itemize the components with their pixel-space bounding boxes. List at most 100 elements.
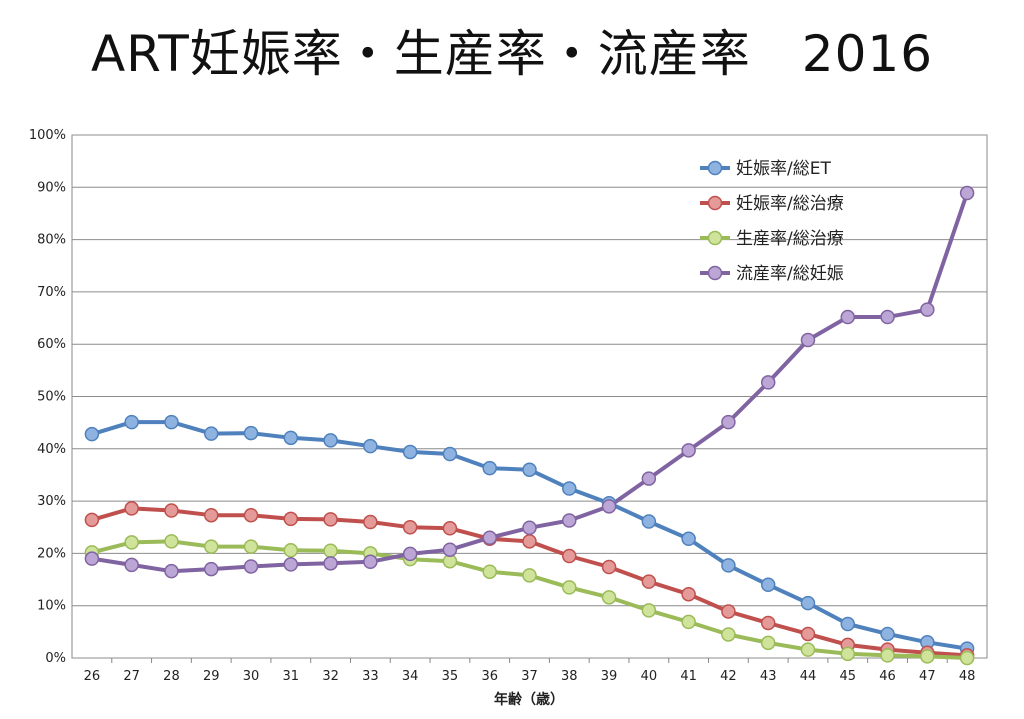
- data-point: [283, 430, 299, 446]
- data-point: [522, 520, 537, 536]
- data-point: [880, 648, 895, 663]
- data-point: [840, 646, 856, 662]
- data-point: [681, 586, 696, 602]
- data-point: [840, 309, 856, 325]
- data-point: [243, 507, 259, 523]
- legend-entry: 妊娠率/総ET: [736, 159, 831, 179]
- y-axis-ticks: 0% 10% 20% 30% 40% 50% 60% 70% 80% 90% 100%: [29, 128, 66, 666]
- legend-swatch-marker: [707, 230, 723, 246]
- data-point: [402, 520, 418, 535]
- data-point: [203, 561, 219, 577]
- x-tick-label: 32: [322, 669, 339, 684]
- x-axis-label: 年齢（歳）: [494, 691, 564, 708]
- data-point: [760, 577, 776, 593]
- x-tick-label: 26: [84, 669, 101, 684]
- x-axis-ticks: 26 27 28 29 30 31 32 33 34 35 36 37 38 39 40 41 42 43 44 45…: [84, 658, 976, 684]
- x-tick-label: 29: [203, 669, 220, 684]
- x-tick-label: 27: [123, 669, 140, 684]
- data-point: [323, 433, 338, 448]
- y-tick-label: 50%: [37, 390, 66, 405]
- data-point: [760, 615, 776, 631]
- x-tick-label: 48: [959, 669, 976, 684]
- legend-swatch-marker: [707, 265, 723, 281]
- y-tick-label: 0%: [45, 651, 66, 666]
- x-tick-label: 33: [362, 669, 379, 684]
- x-tick-label: 40: [641, 669, 658, 684]
- data-point: [442, 521, 458, 536]
- data-point: [721, 604, 736, 619]
- data-point: [562, 513, 577, 528]
- data-point: [203, 426, 219, 441]
- data-point: [800, 626, 816, 642]
- y-tick-label: 70%: [37, 285, 66, 300]
- x-tick-label: 44: [800, 669, 817, 684]
- x-tick-label: 31: [283, 669, 300, 684]
- data-point: [124, 535, 139, 550]
- data-point: [323, 512, 338, 527]
- x-tick-label: 34: [402, 669, 419, 684]
- legend-entry: 生産率/総治療: [736, 229, 844, 249]
- data-point: [959, 650, 975, 666]
- data-point: [920, 302, 935, 317]
- x-tick-label: 39: [601, 669, 618, 684]
- data-point: [800, 332, 816, 348]
- data-point: [402, 546, 418, 562]
- data-point: [203, 539, 219, 554]
- x-tick-label: 38: [561, 669, 578, 684]
- data-point: [641, 514, 657, 529]
- data-point: [522, 462, 537, 477]
- data-point: [840, 616, 856, 632]
- data-point: [164, 563, 179, 579]
- grid-lines: [72, 134, 987, 659]
- data-point: [721, 414, 736, 430]
- data-point: [323, 556, 338, 571]
- y-tick-label: 80%: [37, 233, 66, 248]
- data-point: [641, 471, 657, 486]
- data-point: [959, 185, 975, 201]
- chart-title: ART妊娠率・生産率・流産率 2016: [90, 25, 934, 83]
- data-point: [243, 425, 259, 441]
- data-point: [482, 564, 497, 579]
- x-tick-label: 47: [919, 669, 936, 684]
- x-tick-label: 28: [163, 669, 180, 684]
- data-point: [562, 481, 577, 496]
- data-point: [641, 574, 657, 589]
- data-point: [124, 557, 139, 573]
- data-point: [243, 559, 259, 574]
- data-point: [800, 642, 816, 657]
- data-point: [363, 554, 378, 570]
- x-tick-label: 30: [243, 669, 260, 684]
- legend-entry: 妊娠率/総治療: [736, 194, 844, 214]
- data-point: [562, 580, 577, 595]
- data-point: [681, 614, 696, 630]
- data-point: [84, 426, 100, 442]
- data-point: [880, 626, 895, 642]
- x-tick-label: 37: [521, 669, 538, 684]
- data-point: [402, 444, 418, 460]
- data-point: [164, 414, 179, 430]
- data-point: [124, 501, 139, 516]
- data-point: [601, 559, 617, 575]
- x-tick-label: 45: [839, 669, 856, 684]
- data-point: [442, 542, 458, 557]
- y-tick-label: 30%: [37, 494, 66, 509]
- data-point: [920, 649, 935, 664]
- legend-entry: 流産率/総妊娠: [736, 264, 844, 284]
- x-tick-label: 36: [481, 669, 498, 684]
- x-tick-label: 42: [720, 669, 737, 684]
- data-point: [283, 557, 299, 572]
- data-point: [760, 635, 776, 651]
- series-points: [84, 185, 975, 666]
- x-tick-label: 46: [879, 669, 896, 684]
- data-point: [522, 568, 537, 583]
- data-point: [442, 446, 458, 462]
- y-tick-label: 40%: [37, 442, 66, 457]
- data-point: [641, 603, 657, 618]
- y-tick-label: 100%: [29, 128, 66, 143]
- data-point: [721, 558, 736, 573]
- data-point: [323, 543, 338, 559]
- data-point: [760, 375, 776, 390]
- data-point: [721, 627, 736, 642]
- data-point: [601, 499, 617, 514]
